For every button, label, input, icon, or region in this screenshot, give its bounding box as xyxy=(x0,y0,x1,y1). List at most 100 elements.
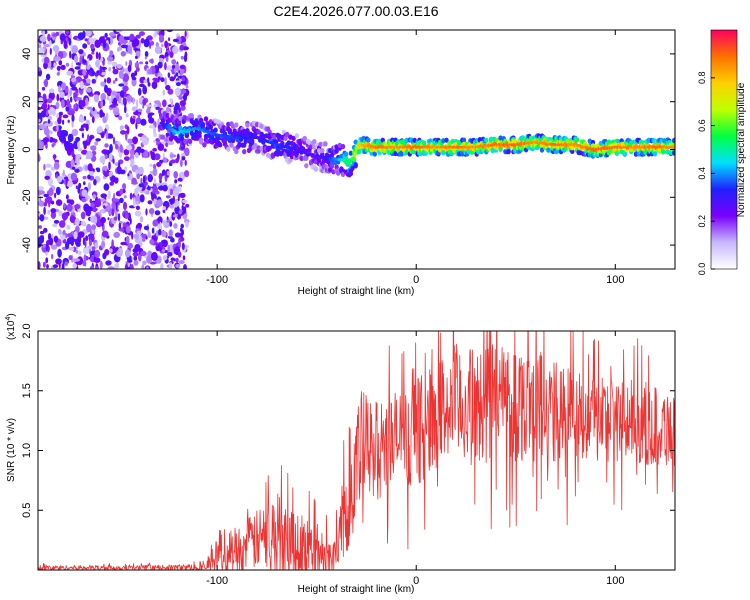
heatmap-cell xyxy=(104,84,108,94)
heatmap-cell xyxy=(154,210,161,216)
figure-title: C2E4.2026.077.00.03.E16 xyxy=(273,3,438,19)
heatmap-cell xyxy=(137,108,143,113)
heatmap-cell xyxy=(141,264,145,269)
heatmap-cell xyxy=(149,43,152,49)
heatmap-cell xyxy=(71,77,76,83)
heatmap-cell xyxy=(92,107,95,112)
heatmap-cell xyxy=(153,198,157,205)
heatmap-cell xyxy=(366,137,371,143)
heatmap-cell xyxy=(93,179,97,186)
colorbar-tick-label: 0.4 xyxy=(697,167,707,180)
heatmap-cell xyxy=(171,59,177,65)
heatmap-cell xyxy=(109,98,112,106)
heatmap-cell xyxy=(570,148,575,154)
heatmap-cell xyxy=(672,145,675,149)
heatmap-cell xyxy=(153,132,157,138)
heatmap-cell xyxy=(72,263,78,269)
heatmap-cell xyxy=(175,72,179,77)
heatmap-cell xyxy=(85,30,92,37)
heatmap-cell xyxy=(39,35,47,43)
heatmap-cell xyxy=(53,62,57,68)
heatmap-cell xyxy=(170,257,175,261)
heatmap-cell xyxy=(129,192,133,200)
heatmap-cell xyxy=(112,66,116,70)
heatmap-cell xyxy=(94,249,101,258)
heatmap-cell xyxy=(127,259,133,263)
heatmap-cell xyxy=(134,210,142,217)
heatmap-cell xyxy=(174,200,180,208)
heatmap-cell xyxy=(93,114,100,119)
heatmap-cell xyxy=(165,56,169,62)
heatmap-cell xyxy=(48,39,52,47)
heatmap-cell xyxy=(114,143,119,150)
heatmap-cell xyxy=(100,81,106,87)
heatmap-cell xyxy=(50,166,56,171)
heatmap-cell xyxy=(91,116,95,124)
heatmap-cell xyxy=(147,200,153,205)
heatmap-cell xyxy=(129,217,132,225)
heatmap-cell xyxy=(356,149,362,155)
heatmap-cell xyxy=(131,76,137,81)
heatmap-cell xyxy=(62,229,66,236)
heatmap-cell xyxy=(142,139,149,146)
heatmap-cell xyxy=(46,264,49,269)
heatmap-cell xyxy=(162,206,166,211)
heatmap-cell xyxy=(539,147,545,153)
heatmap-cell xyxy=(43,206,46,215)
heatmap-cell xyxy=(334,164,339,170)
heatmap-cell xyxy=(54,192,57,199)
heatmap-cell xyxy=(121,44,128,49)
heatmap-cell xyxy=(109,104,116,108)
heatmap-cell xyxy=(86,78,91,84)
heatmap-cell xyxy=(63,40,68,49)
heatmap-cell xyxy=(47,177,54,187)
heatmap-cell xyxy=(38,261,41,269)
heatmap-cell xyxy=(138,183,144,188)
heatmap-cell xyxy=(123,201,127,211)
heatmap-cell xyxy=(113,192,116,202)
heatmap-cell xyxy=(79,55,83,65)
heatmap-cell xyxy=(180,223,184,229)
heatmap-cell xyxy=(104,249,110,256)
heatmap-cell xyxy=(51,143,55,148)
heatmap-cell xyxy=(139,76,145,84)
heatmap-cell xyxy=(202,142,207,148)
heatmap-cell xyxy=(178,251,182,258)
heatmap-cell xyxy=(48,88,55,94)
heatmap-cell xyxy=(149,163,153,167)
heatmap-cell xyxy=(79,80,84,90)
heatmap-cell xyxy=(158,229,162,236)
heatmap-cell xyxy=(53,161,60,170)
heatmap-cell xyxy=(86,223,92,233)
heatmap-cell xyxy=(85,156,90,160)
heatmap-cell xyxy=(38,112,45,117)
heatmap-cell xyxy=(410,149,416,155)
heatmap-cell xyxy=(82,69,87,76)
heatmap-cell xyxy=(177,177,183,182)
heatmap-cell xyxy=(107,266,115,269)
x-tick-label: 0 xyxy=(413,274,419,286)
heatmap-cell xyxy=(124,156,130,162)
heatmap-cell xyxy=(182,255,186,261)
heatmap-cell xyxy=(147,250,153,258)
heatmap-cell xyxy=(108,171,113,177)
heatmap-cell xyxy=(350,165,355,171)
heatmap-cell xyxy=(43,127,50,136)
spectrogram-ylabel: Frequency (Hz) xyxy=(6,116,17,185)
heatmap-cell xyxy=(120,51,127,57)
heatmap-cell xyxy=(320,148,325,154)
heatmap-cell xyxy=(76,256,84,266)
heatmap-cell xyxy=(99,155,106,164)
heatmap-cell xyxy=(55,186,61,196)
colorbar-tick-label: 0.2 xyxy=(697,215,707,228)
heatmap-cell xyxy=(74,168,80,173)
heatmap-cell xyxy=(118,70,124,79)
heatmap-cell xyxy=(113,231,120,238)
heatmap-cell xyxy=(99,198,106,202)
heatmap-cell xyxy=(43,216,49,220)
heatmap-cell xyxy=(85,205,92,211)
colorbar-tick-label: 0.0 xyxy=(697,263,707,276)
heatmap-cell xyxy=(546,147,551,153)
heatmap-cell xyxy=(226,121,231,127)
